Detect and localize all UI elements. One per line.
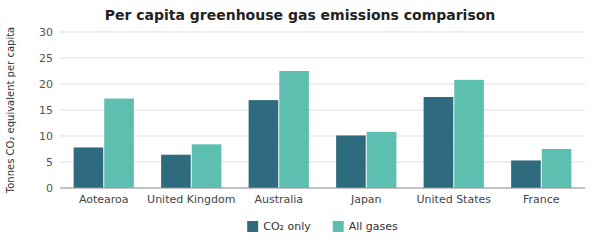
bar xyxy=(511,160,541,188)
bars xyxy=(74,71,572,188)
legend-item: CO₂ only xyxy=(247,220,311,233)
legend-swatch xyxy=(333,221,344,232)
grid-line xyxy=(60,162,585,163)
y-tick-label: 5 xyxy=(46,156,53,169)
grid-line xyxy=(60,58,585,59)
legend-swatch xyxy=(247,221,258,232)
bar xyxy=(279,71,309,188)
x-axis-line xyxy=(60,188,585,189)
legend-label: CO₂ only xyxy=(263,220,311,233)
bar xyxy=(336,135,366,188)
y-tick-label: 20 xyxy=(39,78,53,91)
bar xyxy=(454,80,484,188)
y-tick-label: 10 xyxy=(39,130,53,143)
chart: Per capita greenhouse gas emissions comp… xyxy=(0,0,600,244)
bar xyxy=(192,144,222,188)
bar xyxy=(104,99,134,188)
y-tick-label: 30 xyxy=(39,26,53,39)
bar xyxy=(74,147,104,188)
bar xyxy=(424,97,454,188)
legend-label: All gases xyxy=(349,220,398,233)
grid-line xyxy=(60,110,585,111)
x-tick-label: United Kingdom xyxy=(147,193,235,206)
bar xyxy=(249,100,279,188)
x-tick-labels: Aotearoa United Kingdom Australia Japan Unit… xyxy=(79,193,560,206)
series xyxy=(104,71,571,188)
legend-item: All gases xyxy=(333,220,398,233)
y-tick-label: 25 xyxy=(39,52,53,65)
y-axis-label: Tonnes CO₂ equivalent per capita xyxy=(5,27,16,194)
legend: CO₂ only All gases xyxy=(247,220,398,233)
page: {"chart_data": {"type": "bar", "title": … xyxy=(0,0,600,244)
bar xyxy=(542,149,572,188)
y-tick-labels: 0 5 10 15 20 25 30 xyxy=(39,26,53,195)
bar xyxy=(161,155,191,188)
y-tick-label: 15 xyxy=(39,104,53,117)
grid-line xyxy=(60,188,585,189)
grid-line xyxy=(60,136,585,137)
x-tick-label: Aotearoa xyxy=(79,193,129,206)
grid-line xyxy=(60,84,585,85)
x-tick-label: United States xyxy=(417,193,492,206)
grid-line xyxy=(60,32,585,33)
x-tick-label: France xyxy=(523,193,560,206)
x-tick-label: Japan xyxy=(350,193,382,206)
grid xyxy=(60,32,585,188)
x-tick-label: Australia xyxy=(254,193,303,206)
y-tick-label: 0 xyxy=(46,182,53,195)
title: Per capita greenhouse gas emissions comp… xyxy=(105,7,496,23)
bar xyxy=(367,132,397,188)
